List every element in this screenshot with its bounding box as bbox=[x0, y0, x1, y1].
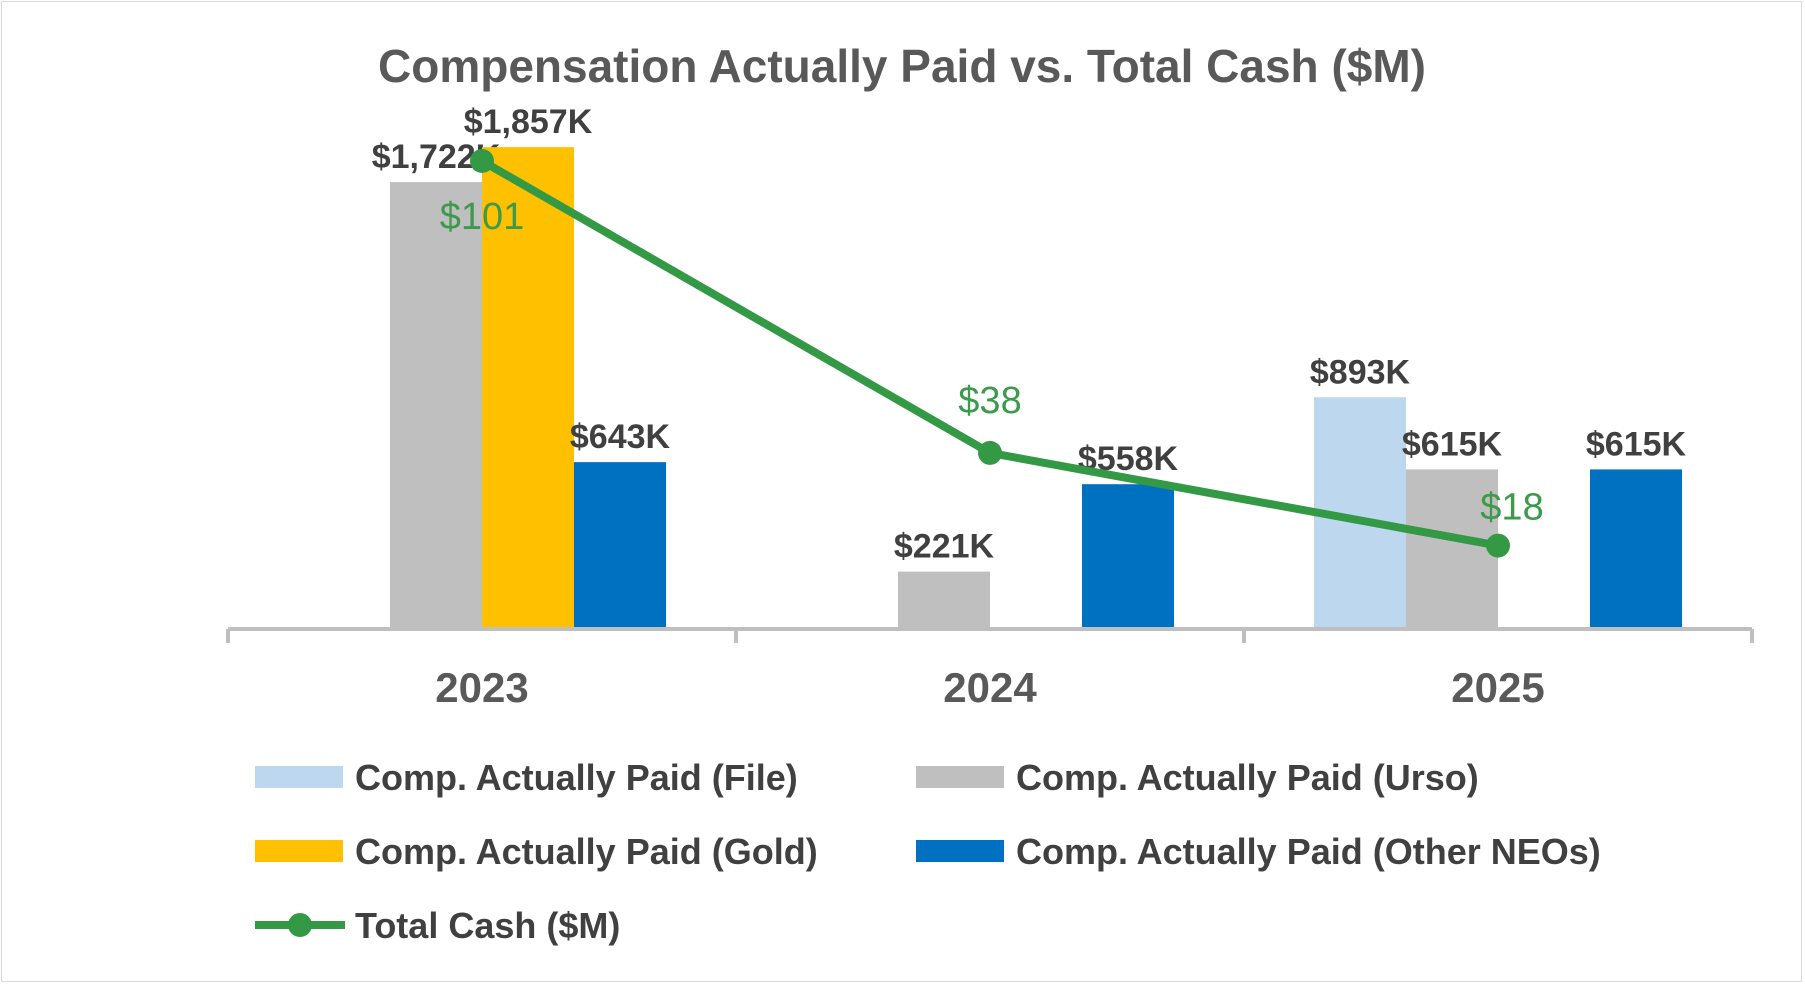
legend-swatch-0 bbox=[255, 766, 343, 788]
total-cash-point-2025 bbox=[1486, 533, 1510, 558]
bar-2023-series-2 bbox=[482, 147, 574, 629]
bars-group: $893K$1,722K$221K$615K$1,857K$643K$558K $… bbox=[372, 103, 1687, 630]
legend-line-marker bbox=[288, 913, 312, 937]
bar-2023-series-1 bbox=[390, 182, 482, 630]
bar-label-2025-series-1: $615K bbox=[1402, 425, 1503, 463]
legend-swatch-2 bbox=[255, 840, 343, 862]
bar-2023-series-3 bbox=[574, 462, 666, 629]
total-cash-label-2023: $101 bbox=[440, 196, 525, 238]
x-tick-label-2025: 2025 bbox=[1451, 664, 1544, 711]
legend-label-3: Comp. Actually Paid (Other NEOs) bbox=[1016, 831, 1601, 872]
x-tick-label-2024: 2024 bbox=[943, 664, 1037, 711]
x-axis: 2023 2024 2025 bbox=[226, 627, 1754, 711]
legend-label-2: Comp. Actually Paid (Gold) bbox=[355, 831, 818, 872]
bar-label-2023-series-3: $643K bbox=[570, 418, 671, 456]
legend-label-4: Total Cash ($M) bbox=[355, 905, 620, 946]
bar-2024-series-3 bbox=[1082, 484, 1174, 629]
legend: Comp. Actually Paid (File) Comp. Actually… bbox=[255, 757, 1601, 946]
bar-2025-series-1 bbox=[1406, 469, 1498, 629]
bar-label-2024-series-1: $221K bbox=[894, 528, 995, 566]
total-cash-label-2024: $38 bbox=[958, 380, 1021, 422]
x-tick-label-2023: 2023 bbox=[435, 664, 528, 711]
total-cash-label-2025: $18 bbox=[1480, 487, 1543, 529]
bar-2025-series-3 bbox=[1590, 469, 1682, 629]
legend-label-0: Comp. Actually Paid (File) bbox=[355, 757, 798, 798]
chart-title: Compensation Actually Paid vs. Total Cas… bbox=[378, 40, 1426, 92]
bar-label-2025-series-3: $615K bbox=[1586, 425, 1687, 463]
bar-2024-series-1 bbox=[898, 571, 990, 629]
legend-swatch-1 bbox=[916, 766, 1004, 788]
total-cash-line-group: $101 $38 $18 bbox=[440, 148, 1544, 558]
total-cash-point-2023 bbox=[470, 148, 494, 173]
bar-label-2025-series-0: $893K bbox=[1310, 353, 1411, 391]
bar-label-2023-series-2: $1,857K bbox=[464, 103, 593, 141]
legend-swatch-3 bbox=[916, 840, 1004, 862]
total-cash-point-2024 bbox=[978, 440, 1002, 465]
legend-label-1: Comp. Actually Paid (Urso) bbox=[1016, 757, 1479, 798]
